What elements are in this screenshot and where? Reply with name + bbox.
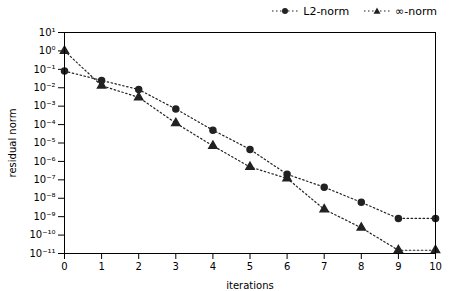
- html-text:L2-norm: L2-norm: [303, 4, 350, 18]
- svg-text:residual norm: residual norm: [7, 109, 18, 178]
- svg-text:10⁻⁹: 10⁻⁹: [33, 211, 55, 222]
- svg-text:7: 7: [321, 261, 327, 272]
- svg-text:10⁰: 10⁰: [39, 45, 56, 56]
- svg-text:4: 4: [210, 261, 216, 272]
- svg-text:10⁻³: 10⁻³: [33, 100, 55, 111]
- svg-text:10: 10: [429, 261, 442, 272]
- svg-text:0: 0: [61, 261, 67, 272]
- svg-text:5: 5: [247, 261, 253, 272]
- svg-text:10⁻⁴: 10⁻⁴: [33, 119, 55, 130]
- svg-text:10⁻¹⁰: 10⁻¹⁰: [29, 229, 55, 240]
- svg-text:10⁻¹: 10⁻¹: [33, 64, 55, 75]
- svg-text:8: 8: [358, 261, 364, 272]
- svg-text:10⁻²: 10⁻²: [33, 82, 55, 93]
- svg-text:10¹: 10¹: [39, 27, 56, 38]
- svg-text:6: 6: [284, 261, 290, 272]
- svg-text:10⁻⁸: 10⁻⁸: [33, 192, 55, 203]
- svg-text:iterations: iterations: [226, 280, 273, 291]
- svg-text:3: 3: [173, 261, 179, 272]
- svg-text:10⁻⁵: 10⁻⁵: [33, 137, 55, 148]
- svg-text:10⁻⁶: 10⁻⁶: [33, 156, 55, 167]
- svg-text:9: 9: [395, 261, 401, 272]
- svg-text:10⁻¹¹: 10⁻¹¹: [29, 248, 55, 259]
- svg-text:2: 2: [136, 261, 142, 272]
- html-text:∞-norm: ∞-norm: [395, 4, 437, 18]
- svg-text:10⁻⁷: 10⁻⁷: [33, 174, 55, 185]
- svg-text:1: 1: [98, 261, 104, 272]
